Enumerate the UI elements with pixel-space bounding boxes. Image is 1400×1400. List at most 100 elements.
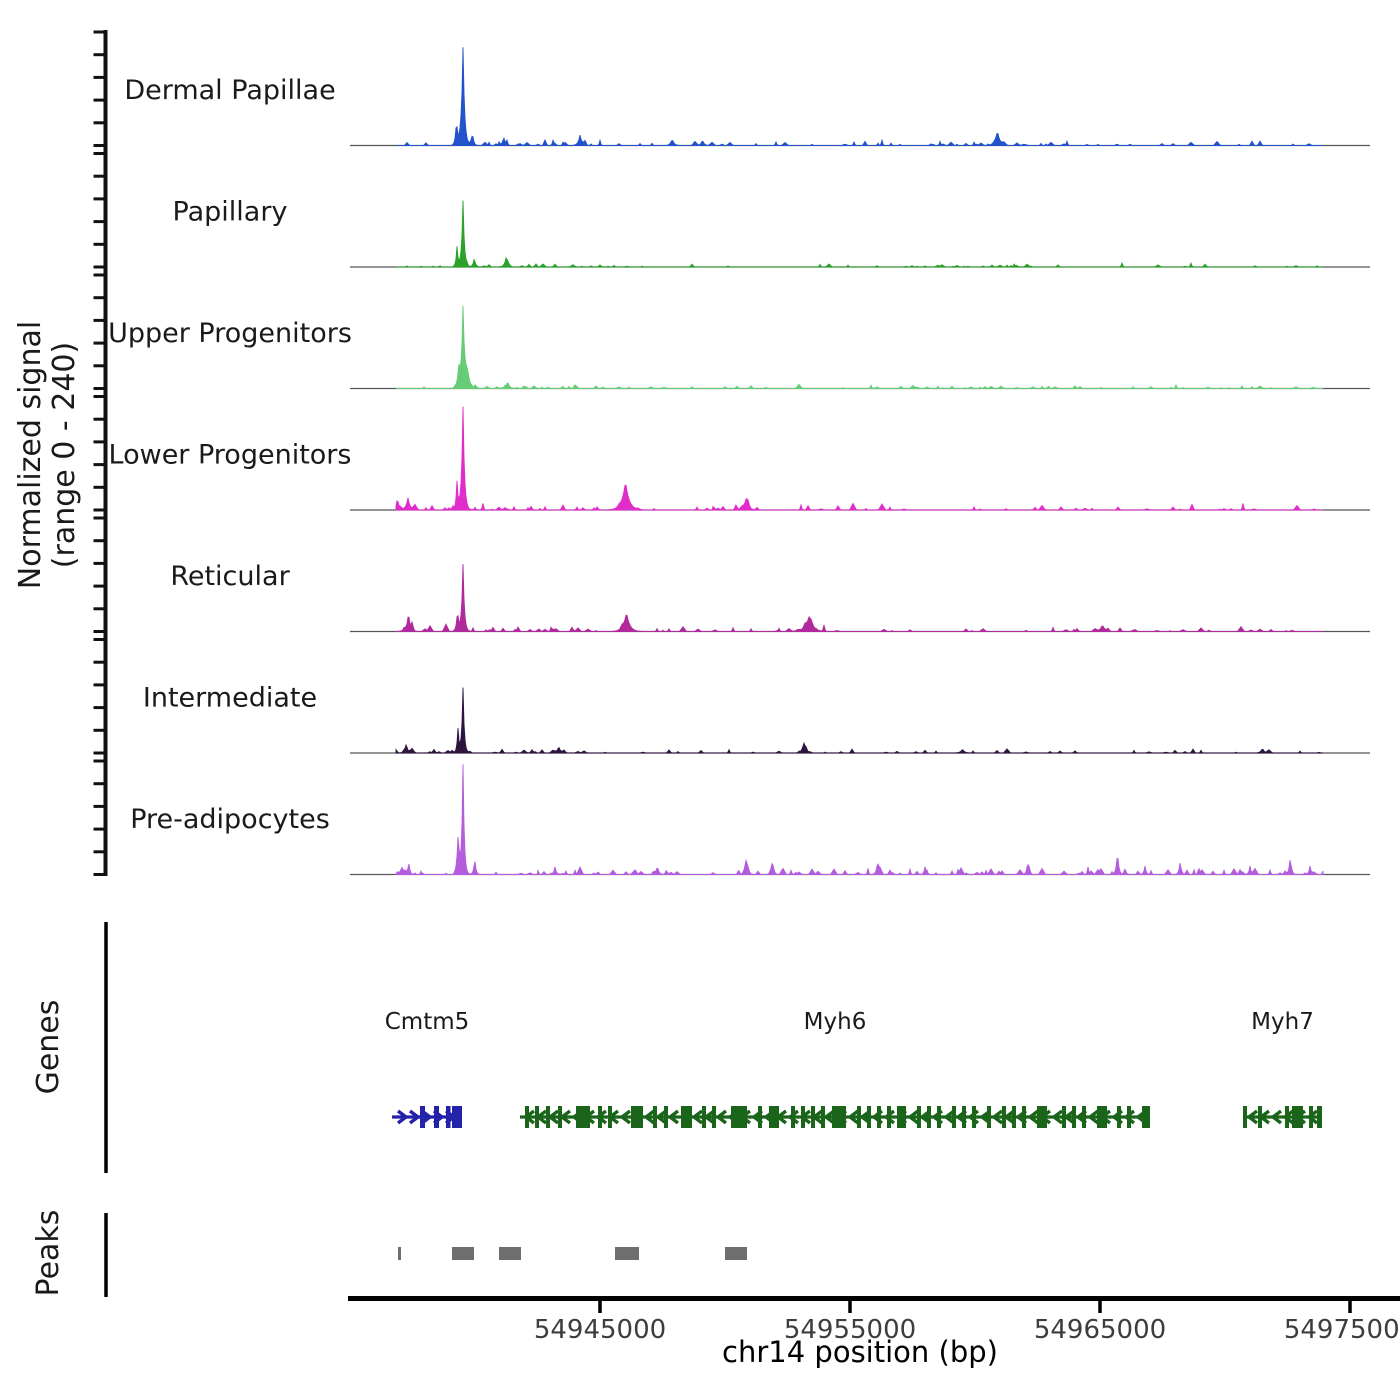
- y-axis-label-line2: (range 0 - 240): [47, 342, 82, 568]
- signal-track: Papillary: [173, 197, 1370, 268]
- exon-box: [952, 1106, 956, 1128]
- exon-box: [857, 1106, 861, 1128]
- exon-box: [887, 1106, 891, 1128]
- x-tick-label: 54975000: [1284, 1315, 1400, 1345]
- track-label: Dermal Papillae: [124, 75, 335, 106]
- exon-box: [452, 1106, 462, 1128]
- gene-label: Myh7: [1251, 1009, 1314, 1035]
- signal-y-axis: [93, 30, 108, 876]
- exon-box: [1117, 1106, 1121, 1128]
- exon-box: [801, 1106, 805, 1128]
- gene-label: Myh6: [804, 1009, 867, 1035]
- exon-box: [1243, 1106, 1247, 1128]
- signal-area: [395, 687, 1323, 754]
- strand-arrow-icon: [1270, 1109, 1283, 1125]
- track-label: Papillary: [173, 197, 288, 228]
- exon-box: [791, 1106, 795, 1128]
- track-label: Upper Progenitors: [108, 318, 352, 349]
- exon-box: [987, 1106, 991, 1128]
- exon-box: [811, 1106, 815, 1128]
- strand-arrow-icon: [667, 1109, 680, 1125]
- peak-box: [452, 1247, 474, 1260]
- exon-box: [653, 1106, 657, 1128]
- exon-box: [712, 1106, 716, 1128]
- exon-box: [1022, 1106, 1026, 1128]
- strand-arrow-icon: [823, 1109, 836, 1125]
- exon-box: [1258, 1106, 1262, 1128]
- x-axis: 54945000 54955000 54965000 54975000: [348, 1296, 1400, 1345]
- exon-box: [758, 1106, 762, 1128]
- exon-box: [631, 1106, 643, 1128]
- track-label: Lower Progenitors: [109, 440, 352, 471]
- exon-box: [576, 1106, 590, 1128]
- y-axis-label-line1: Normalized signal: [13, 321, 48, 589]
- strand-arrow-icon: [655, 1109, 668, 1125]
- exon-box: [897, 1106, 906, 1128]
- gene-model: Myh7: [1243, 1009, 1322, 1128]
- exon-box: [832, 1106, 846, 1128]
- signal-area: [395, 406, 1323, 511]
- exon-box: [1002, 1106, 1006, 1128]
- exon-box: [434, 1106, 439, 1128]
- exon-box: [1285, 1106, 1289, 1128]
- exon-box: [1062, 1106, 1066, 1128]
- peaks-track: [398, 1247, 747, 1260]
- strand-arrow-icon: [1087, 1109, 1100, 1125]
- exon-box: [598, 1106, 602, 1128]
- exon-box: [1072, 1106, 1076, 1128]
- signal-track: Upper Progenitors: [108, 305, 1370, 390]
- gene-label: Cmtm5: [385, 1009, 470, 1035]
- exon-box: [608, 1106, 612, 1128]
- peak-box: [499, 1247, 521, 1260]
- strand-arrow-icon: [991, 1109, 1004, 1125]
- signal-area: [395, 764, 1324, 876]
- exon-box: [558, 1106, 562, 1128]
- exon-box: [962, 1106, 966, 1128]
- track-label: Intermediate: [143, 683, 317, 714]
- exon-box: [546, 1106, 550, 1128]
- exon-box: [702, 1106, 706, 1128]
- genes-section-label: Genes: [31, 1000, 66, 1095]
- exon-box: [917, 1106, 921, 1128]
- exon-box: [731, 1106, 747, 1128]
- exon-box: [525, 1106, 529, 1128]
- exon-box: [664, 1106, 668, 1128]
- exon-box: [1037, 1106, 1047, 1128]
- signal-area: [396, 47, 1323, 147]
- strand-arrow-icon: [1123, 1109, 1136, 1125]
- exon-box: [769, 1106, 779, 1128]
- peaks-section-label: Peaks: [31, 1210, 66, 1297]
- gene-model: Myh6: [520, 1009, 1150, 1128]
- exon-box: [1127, 1106, 1131, 1128]
- signal-track: Dermal Papillae: [124, 47, 1370, 147]
- strand-arrow-icon: [907, 1109, 920, 1125]
- peak-box: [615, 1247, 639, 1260]
- exon-box: [1292, 1106, 1303, 1128]
- strand-arrow-icon: [643, 1109, 656, 1125]
- exon-box: [877, 1106, 881, 1128]
- strand-arrow-icon: [943, 1109, 956, 1125]
- strand-arrow-icon: [691, 1109, 704, 1125]
- exon-box: [937, 1106, 941, 1128]
- exon-box: [1142, 1106, 1150, 1128]
- strand-arrow-icon: [1246, 1109, 1259, 1125]
- exon-box: [867, 1106, 871, 1128]
- signal-area: [395, 564, 1323, 633]
- signal-track: Reticular: [170, 561, 1370, 633]
- peak-box: [398, 1247, 401, 1260]
- x-tick-label: 54955000: [784, 1315, 916, 1345]
- exon-box: [972, 1106, 976, 1128]
- strand-arrow-icon: [619, 1109, 632, 1125]
- x-axis-title: chr14 position (bp): [722, 1335, 998, 1369]
- strand-arrow-icon: [883, 1109, 896, 1125]
- x-tick-label: 54965000: [1034, 1315, 1166, 1345]
- exon-box: [927, 1106, 931, 1128]
- signal-track: Pre-adipocytes: [130, 764, 1370, 876]
- strand-arrow-icon: [1027, 1109, 1040, 1125]
- exon-box: [681, 1106, 692, 1128]
- signal-area: [396, 200, 1323, 268]
- gene-model: Cmtm5: [385, 1009, 470, 1128]
- exon-box: [535, 1106, 539, 1128]
- exon-box: [446, 1106, 451, 1128]
- exon-box: [1012, 1106, 1016, 1128]
